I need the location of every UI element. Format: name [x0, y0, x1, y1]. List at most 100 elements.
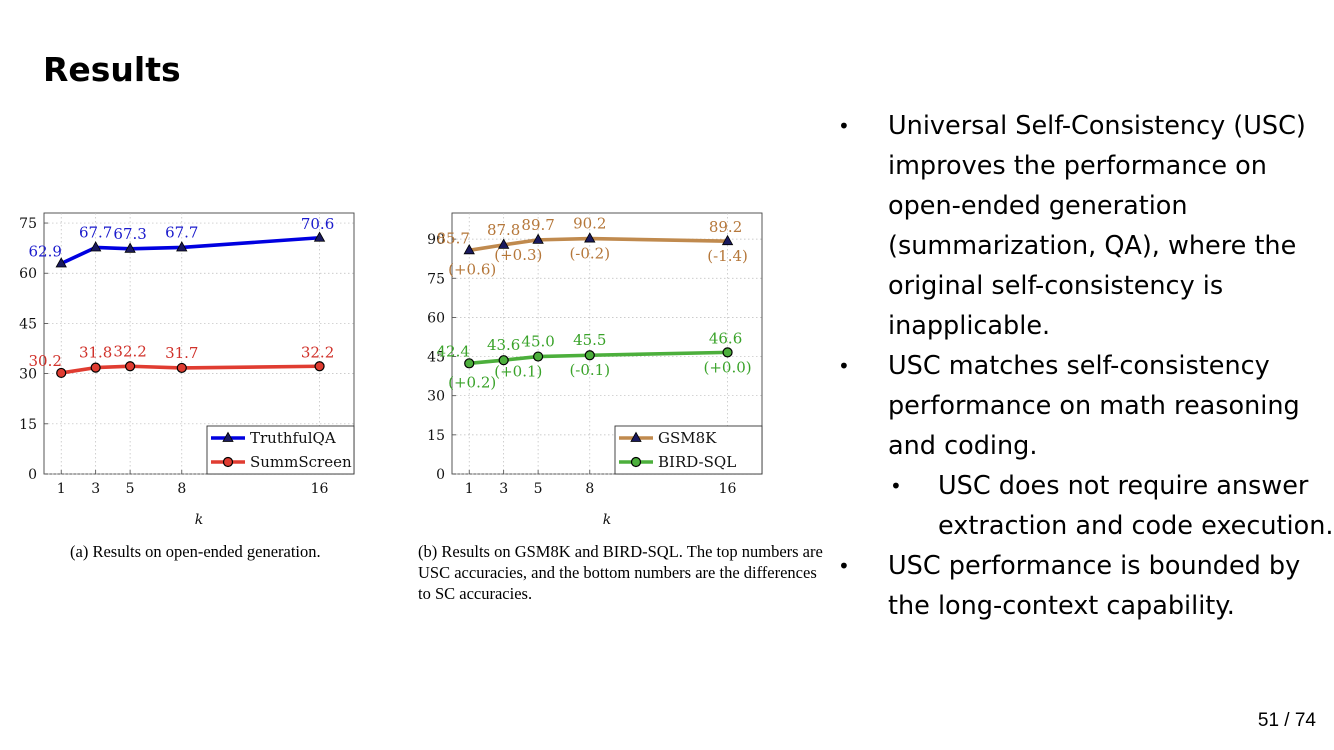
data-label: 31.8: [79, 344, 112, 362]
data-label: 45.0: [521, 333, 554, 351]
legend-label: SummScreen: [250, 453, 352, 471]
data-label: 45.5: [573, 331, 606, 349]
x-tick-label: 5: [126, 481, 135, 497]
circle-marker: [56, 367, 67, 379]
data-label: 87.8: [487, 221, 520, 239]
results-figure: 0 15 30 45 60 75 1 3 5 8 16 k 62.9 67.7 67.3 67.7 70.6 30…: [15, 205, 825, 605]
data-label: 32.2: [113, 342, 146, 360]
x-axis-label: k: [195, 512, 203, 528]
data-label: 43.6: [487, 336, 520, 354]
legend-item: TruthfulQA: [211, 429, 336, 447]
series-bird-sql: 42.4 43.6 45.0 45.5 46.6 (+0.2)(+0.1) (-0.1) (+…: [437, 329, 752, 391]
legend-label: TruthfulQA: [250, 429, 336, 447]
circle-marker: [222, 456, 234, 468]
data-label: 70.6: [301, 215, 334, 233]
y-tick-label: 0: [436, 467, 445, 483]
bullet-list: Universal Self-Consistency (USC) improve…: [838, 106, 1334, 626]
y-tick-label: 0: [28, 467, 37, 483]
diff-label: (+0.0): [703, 358, 751, 376]
circle-marker: [176, 362, 187, 374]
series-summscreen: 30.2 31.8 32.2 31.7 32.2: [29, 342, 334, 379]
x-tick-label: 3: [499, 481, 508, 497]
data-label: 46.6: [709, 329, 742, 347]
legend-box: [206, 425, 355, 475]
x-tick-label: 5: [534, 481, 543, 497]
data-label: 89.2: [709, 218, 742, 236]
series-gsm8k: 85.7 87.8 89.7 90.2 89.2 (+0.6)(+0.3) (-0.2) (-…: [437, 215, 748, 279]
legend-item: GSM8K: [619, 429, 717, 447]
data-label: 31.7: [165, 344, 198, 362]
data-label: 89.7: [521, 216, 554, 234]
triangle-marker: [463, 243, 475, 255]
legend-item: SummScreen: [211, 453, 352, 471]
data-label: 30.2: [29, 352, 62, 370]
y-tick-label: 60: [427, 310, 445, 326]
y-tick-label: 15: [19, 417, 37, 433]
diff-label: (+0.2): [448, 373, 496, 391]
series-truthfulqa: 62.967.7 67.3 67.7 70.6: [29, 215, 334, 268]
y-tick-label: 75: [427, 271, 445, 287]
diff-label: (+0.3): [494, 246, 542, 264]
data-label: 67.7: [79, 223, 112, 241]
y-tick-label: 45: [19, 316, 37, 332]
diff-label: (+0.1): [494, 363, 542, 381]
y-tick-label: 15: [427, 428, 445, 444]
triangle-marker: [124, 242, 136, 253]
data-label: 62.9: [29, 243, 62, 261]
legend-box: [614, 425, 763, 475]
circle-marker: [584, 350, 595, 361]
y-tick-label: 75: [19, 216, 37, 232]
page-number: 51 / 74: [1257, 710, 1316, 731]
diff-label: (-0.2): [569, 245, 610, 263]
diff-label: (+0.6): [448, 260, 496, 278]
caption-b: (b) Results on GSM8K and BIRD-SQL. The t…: [418, 542, 823, 603]
x-tick-label: 8: [177, 481, 186, 497]
slide-title: Results: [43, 50, 181, 89]
caption-a: (a) Results on open-ended generation.: [70, 542, 321, 561]
triangle-marker: [497, 238, 510, 249]
x-tick-label: 3: [91, 481, 100, 497]
circle-marker: [630, 456, 642, 468]
legend-label: BIRD-SQL: [658, 453, 736, 471]
circle-marker: [533, 351, 544, 362]
triangle-marker: [89, 241, 102, 252]
legend-label: GSM8K: [658, 429, 717, 447]
bullet-no-extraction: USC does not require answer extraction a…: [838, 466, 1334, 546]
y-tick-label: 60: [19, 266, 37, 282]
x-tick-label: 16: [311, 481, 329, 497]
bullet-bounded: USC performance is bounded by the long-c…: [838, 546, 1334, 626]
x-tick-label: 1: [465, 481, 474, 497]
data-label: 32.2: [301, 343, 334, 361]
circle-marker: [125, 361, 136, 372]
triangle-marker: [532, 233, 544, 244]
legend-item: BIRD-SQL: [619, 453, 736, 471]
triangle-marker: [584, 232, 596, 243]
y-tick-label: 45: [427, 350, 445, 366]
y-tick-label: 30: [19, 367, 37, 383]
triangle-marker: [176, 241, 188, 252]
data-label: 67.3: [113, 225, 146, 243]
data-label: 67.7: [165, 223, 198, 241]
circle-marker: [464, 358, 475, 369]
data-label: 85.7: [437, 229, 470, 247]
bullet-usc-matches: USC matches self-consistency performance…: [838, 346, 1334, 466]
circle-marker: [498, 355, 509, 366]
y-tick-label: 90: [427, 232, 445, 248]
circle-marker: [314, 361, 325, 372]
x-axis-label: k: [603, 512, 611, 528]
data-label: 42.4: [437, 342, 470, 360]
triangle-marker: [55, 257, 67, 268]
x-tick-label: 1: [57, 481, 66, 497]
circle-marker: [90, 362, 101, 373]
circle-marker: [722, 347, 733, 358]
chart-gsm8k-bird: 0 15 30 45 60 75 90 1 3 5 8 16 k 85.7 87.8 89.7 90.2 89.2…: [427, 212, 763, 528]
x-tick-label: 16: [719, 481, 737, 497]
legend: GSM8K BIRD-SQL: [614, 425, 763, 475]
legend: TruthfulQA SummScreen: [206, 425, 355, 475]
data-label: 90.2: [573, 215, 606, 233]
x-tick-label: 8: [585, 481, 594, 497]
triangle-marker: [721, 234, 734, 246]
triangle-marker: [222, 431, 234, 442]
triangle-marker: [313, 231, 326, 242]
